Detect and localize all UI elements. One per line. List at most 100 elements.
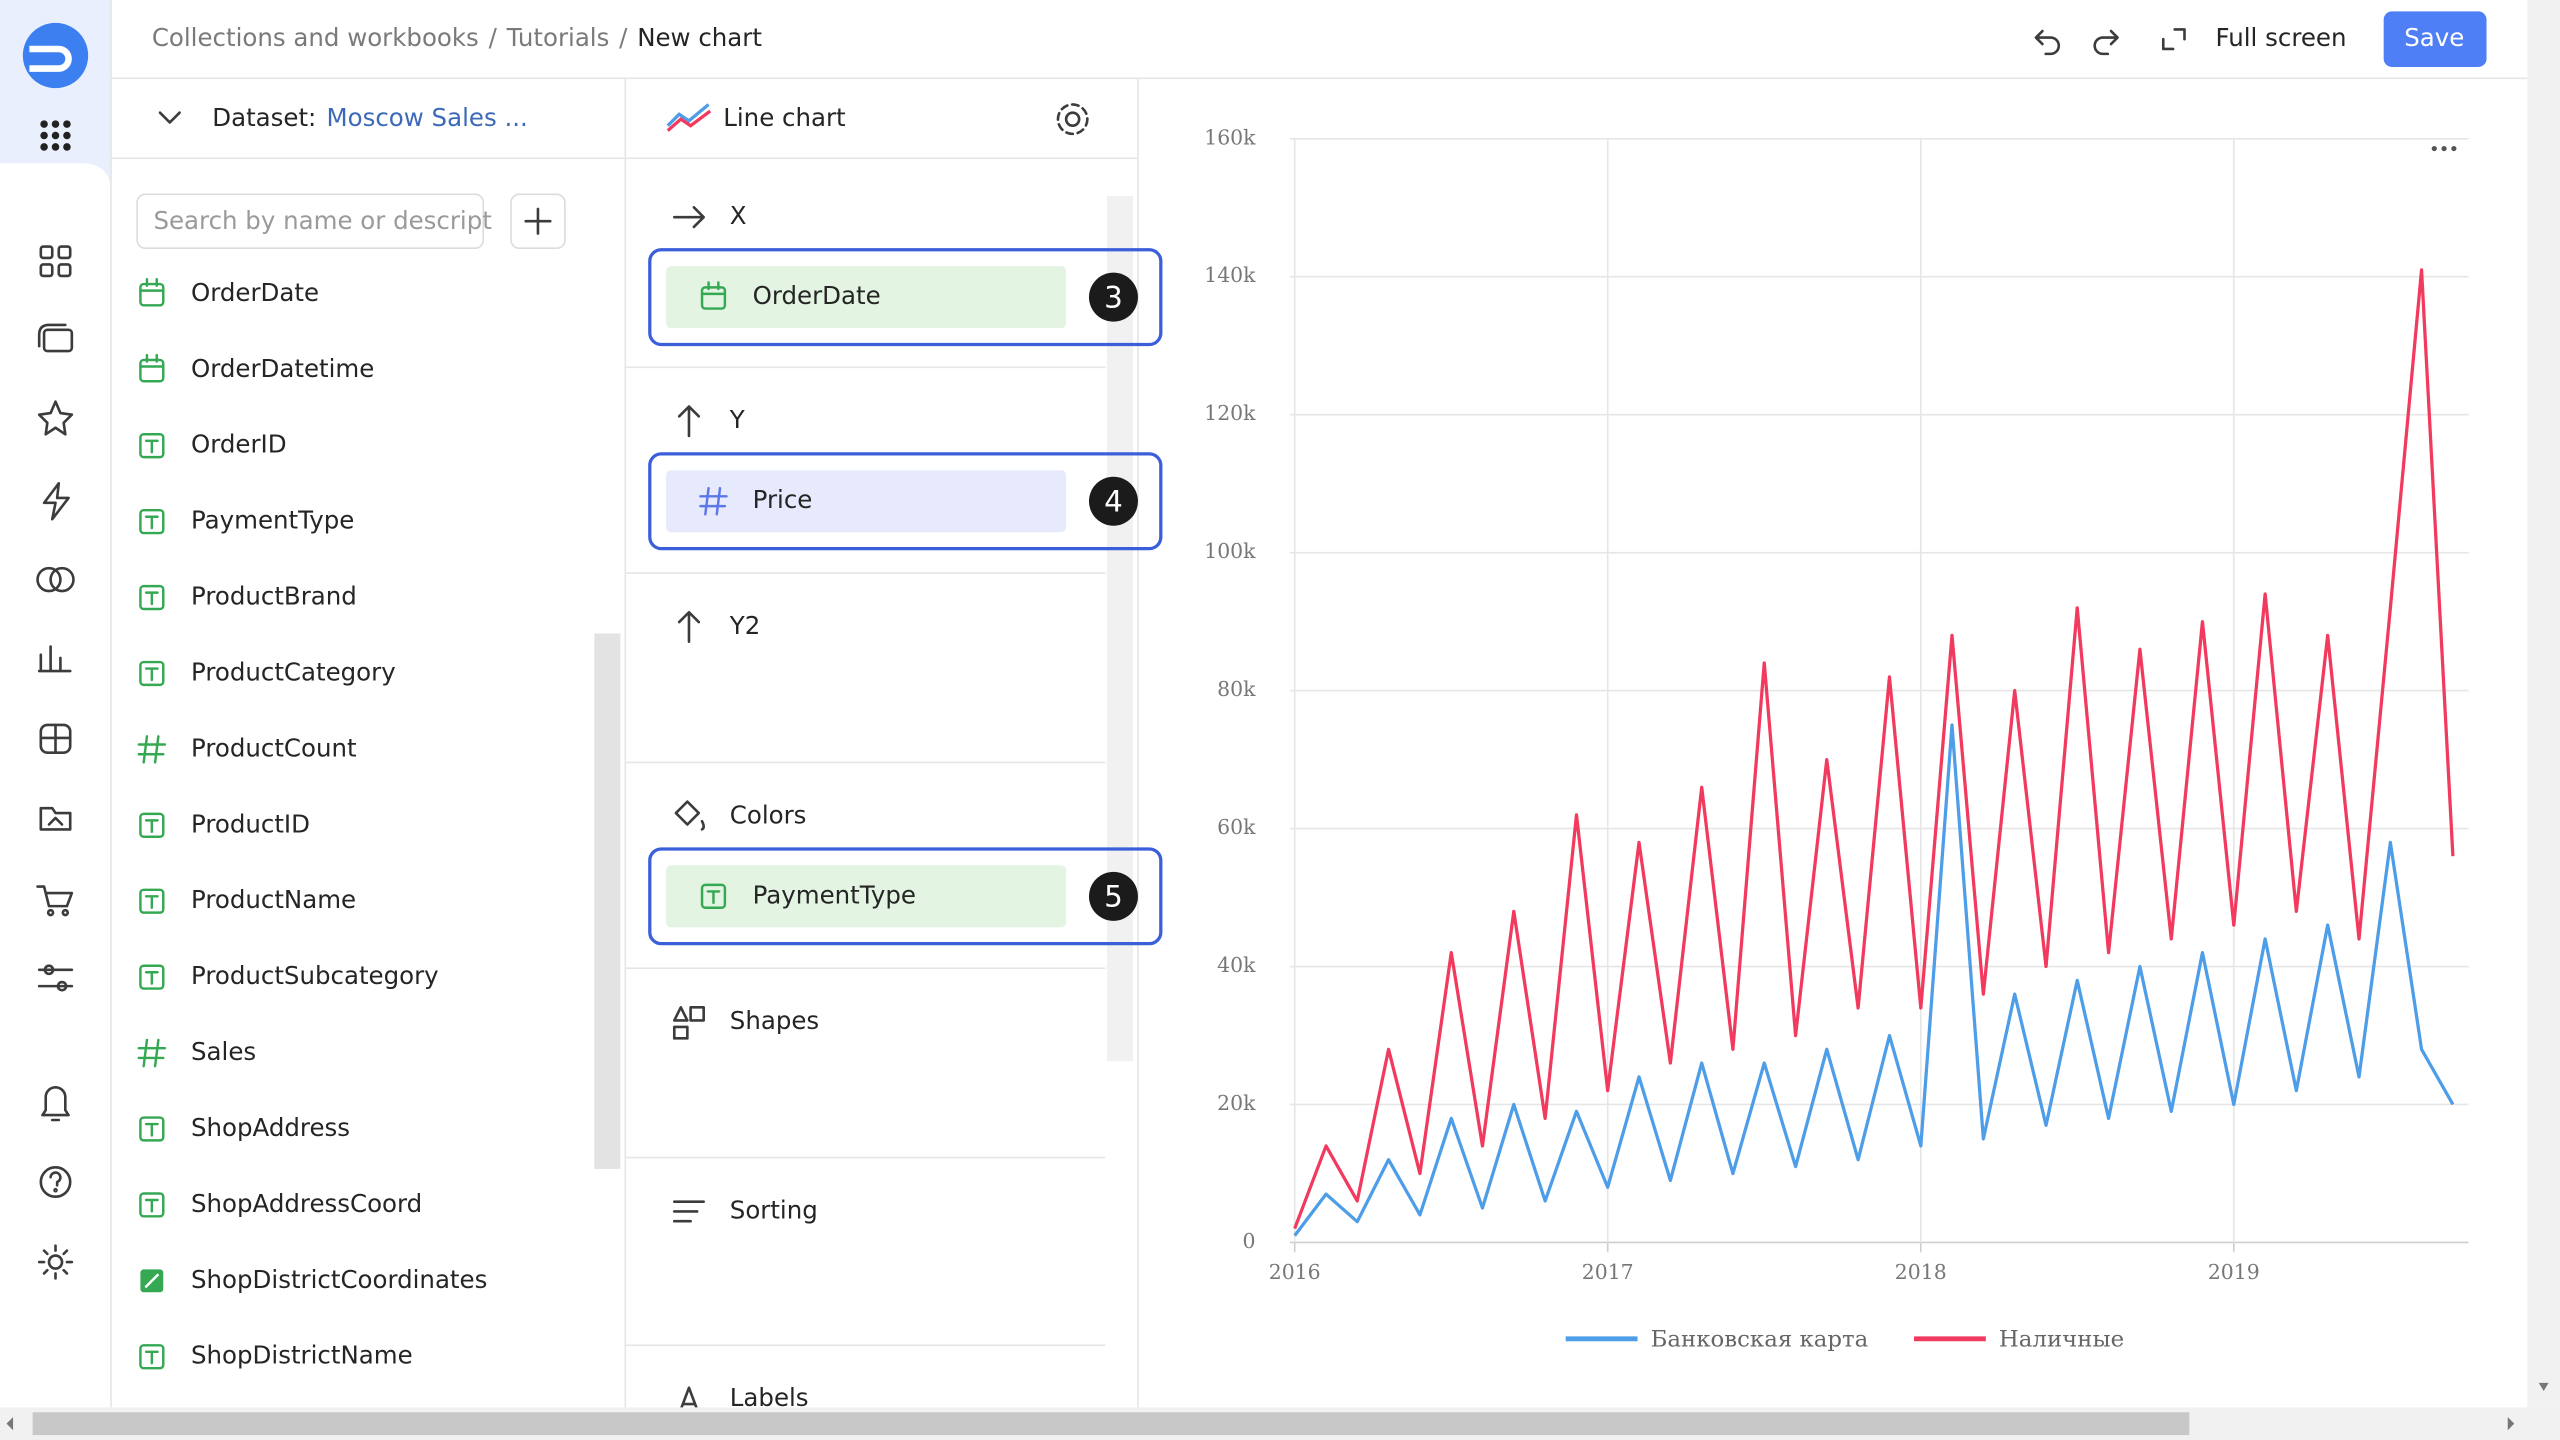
legend-label[interactable]: Наличные [1999, 1326, 2124, 1352]
text-icon [139, 660, 165, 687]
geo-icon [144, 1273, 160, 1289]
undo-icon[interactable] [2034, 29, 2060, 56]
field-chip[interactable] [666, 470, 1067, 533]
h-scrollbar-thumb[interactable] [32, 1412, 2190, 1436]
field-name[interactable]: ProductCount [191, 733, 357, 762]
date-icon [700, 281, 727, 296]
sort-icon [672, 1200, 705, 1223]
field-item[interactable]: ShopDistrictName [139, 1341, 413, 1370]
field-name[interactable]: ProductCategory [191, 657, 396, 686]
field-name[interactable]: ShopAddress [191, 1113, 350, 1142]
number-icon [137, 735, 167, 764]
apps-icon[interactable] [40, 120, 71, 151]
text-icon [706, 890, 721, 905]
fullscreen-button[interactable]: Full screen [2216, 23, 2347, 52]
breadcrumb[interactable]: Tutorials [506, 23, 610, 52]
breadcrumb[interactable]: Collections and workbooks [152, 23, 479, 52]
field-name[interactable]: ShopDistrictCoordinates [191, 1265, 487, 1294]
field-name[interactable]: OrderID [191, 430, 287, 459]
collapse-icon[interactable] [158, 111, 181, 124]
field-name[interactable]: OrderDatetime [191, 354, 374, 383]
dataset-name[interactable]: Moscow Sales ... [327, 103, 528, 132]
section-title: Shapes [730, 1006, 819, 1035]
chart: 0 20k 40k 60k 80k 100k 120k 140k 160k 2016 2017 201… [1204, 125, 2469, 1352]
field-item[interactable]: Sales [137, 1037, 256, 1068]
x-tick-label: 2019 [2208, 1260, 2260, 1284]
date-icon [139, 277, 165, 292]
field-name[interactable]: Sales [191, 1037, 256, 1066]
save-label[interactable]: Save [2404, 23, 2464, 52]
logo[interactable] [22, 22, 89, 89]
text-icon [139, 1344, 165, 1370]
legend-item[interactable]: Банковская карта [1565, 1326, 1869, 1352]
field-name[interactable]: ShopAddressCoord [191, 1189, 422, 1218]
field-chip-label[interactable]: PaymentType [753, 880, 916, 909]
section: Y Price 4 [625, 366, 1163, 551]
step-badge-number: 5 [1104, 879, 1123, 913]
field-name[interactable]: ProductBrand [191, 582, 357, 611]
highlight-frame [648, 452, 1163, 551]
field-name[interactable]: ProductSubcategory [191, 961, 439, 990]
scrollbar-thumb[interactable] [594, 633, 621, 1169]
breadcrumb-separator: / [619, 23, 628, 52]
field-name[interactable]: ShopDistrictName [191, 1341, 413, 1370]
field-item[interactable]: OrderDate [139, 277, 319, 307]
section: X OrderDate 3 [648, 201, 1163, 347]
field-item[interactable]: OrderID [139, 430, 287, 459]
date-icon [700, 286, 727, 310]
text-icon [700, 883, 727, 909]
series-line [1293, 723, 2455, 1237]
v-scrollbar[interactable] [2527, 0, 2560, 1408]
field-item[interactable]: OrderDatetime [139, 354, 374, 383]
redo-icon[interactable] [2093, 29, 2119, 56]
text-icon [144, 1198, 159, 1213]
highlight-frame [648, 847, 1163, 946]
step-badge-number: 4 [1104, 484, 1123, 518]
step-badge [1088, 476, 1138, 526]
series-line [1293, 268, 2455, 1230]
field-item[interactable]: ShopAddressCoord [139, 1189, 422, 1218]
field-item[interactable]: ProductBrand [139, 582, 357, 611]
save-button[interactable] [2383, 11, 2487, 67]
field-item[interactable]: ProductSubcategory [139, 961, 439, 990]
field-name[interactable]: ProductName [191, 885, 356, 914]
field-item[interactable]: ProductCategory [139, 657, 396, 687]
y-tick-label: 20k [1217, 1091, 1256, 1115]
chart-type[interactable]: Line chart [723, 103, 846, 132]
text-icon [144, 1350, 159, 1365]
field-item[interactable]: ProductID [139, 809, 310, 838]
field-name[interactable]: OrderDate [191, 278, 319, 307]
x-tick-label: 2016 [1269, 1260, 1321, 1284]
y-tick-label: 40k [1217, 953, 1256, 977]
search-placeholder[interactable]: Search by name or descript [153, 206, 492, 235]
field-item[interactable]: ShopDistrictCoordinates [140, 1265, 487, 1294]
sections: X OrderDate 3 Y Price 4 Y2 Colors PaymentType 5 Sh… [625, 201, 1163, 1416]
search-input[interactable] [136, 193, 485, 249]
y-tick-label: 80k [1217, 677, 1256, 701]
text-icon [144, 515, 159, 530]
field-item[interactable]: ShopAddress [139, 1113, 350, 1142]
shapes-icon [672, 1006, 705, 1040]
text-icon [139, 508, 165, 535]
text-icon [139, 812, 165, 838]
date-icon [139, 282, 165, 307]
section: Y2 [625, 572, 1106, 643]
field-chip[interactable] [666, 865, 1067, 928]
y-tick-label: 60k [1217, 815, 1256, 839]
legend-item[interactable]: Наличные [1913, 1326, 2124, 1352]
field-item[interactable]: PaymentType [139, 506, 354, 535]
section: Shapes [625, 967, 1106, 1040]
field-item[interactable]: ProductName [139, 885, 356, 914]
field-name[interactable]: ProductID [191, 809, 310, 838]
settings-icon[interactable] [1056, 103, 1089, 136]
field-chip[interactable] [666, 266, 1067, 329]
field-name[interactable]: PaymentType [191, 506, 354, 535]
field-chip-label[interactable]: Price [753, 485, 813, 514]
field-item[interactable]: ProductCount [137, 733, 357, 764]
legend-label[interactable]: Банковская карта [1651, 1326, 1869, 1352]
chart-menu[interactable] [2431, 145, 2457, 152]
section-title: X [730, 201, 747, 230]
nav-icons[interactable] [36, 245, 75, 1280]
fullscreen-icon[interactable] [2161, 28, 2186, 51]
field-chip-label[interactable]: OrderDate [753, 281, 881, 310]
